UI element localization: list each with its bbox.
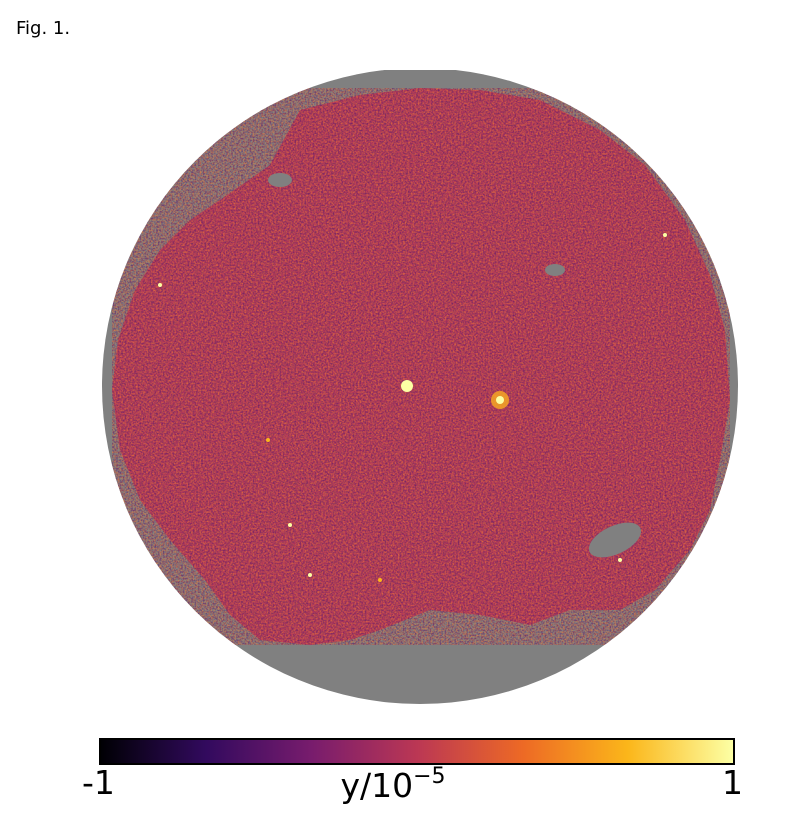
bright-source [401, 380, 413, 392]
bright-source [378, 578, 382, 582]
bright-source [496, 396, 504, 404]
colorbar-label-base: y/10 [340, 766, 414, 805]
colorbar-label-exponent: −5 [413, 764, 446, 789]
colorbar-label: y/10−5 [0, 764, 786, 805]
colorbar-max-label: 1 [722, 763, 743, 802]
figure-label: Fig. 1. [16, 18, 71, 39]
sky-map [102, 70, 738, 704]
bright-source [618, 558, 622, 562]
bright-source [288, 523, 292, 527]
mask-hole [588, 522, 642, 558]
bright-source [308, 573, 312, 577]
colorbar-min-label: -1 [82, 763, 115, 802]
bright-source [158, 283, 162, 287]
mask-hole [268, 173, 292, 187]
mask-hole [545, 264, 565, 276]
colorbar [99, 738, 735, 765]
bright-source [266, 438, 270, 442]
bright-source [663, 233, 667, 237]
